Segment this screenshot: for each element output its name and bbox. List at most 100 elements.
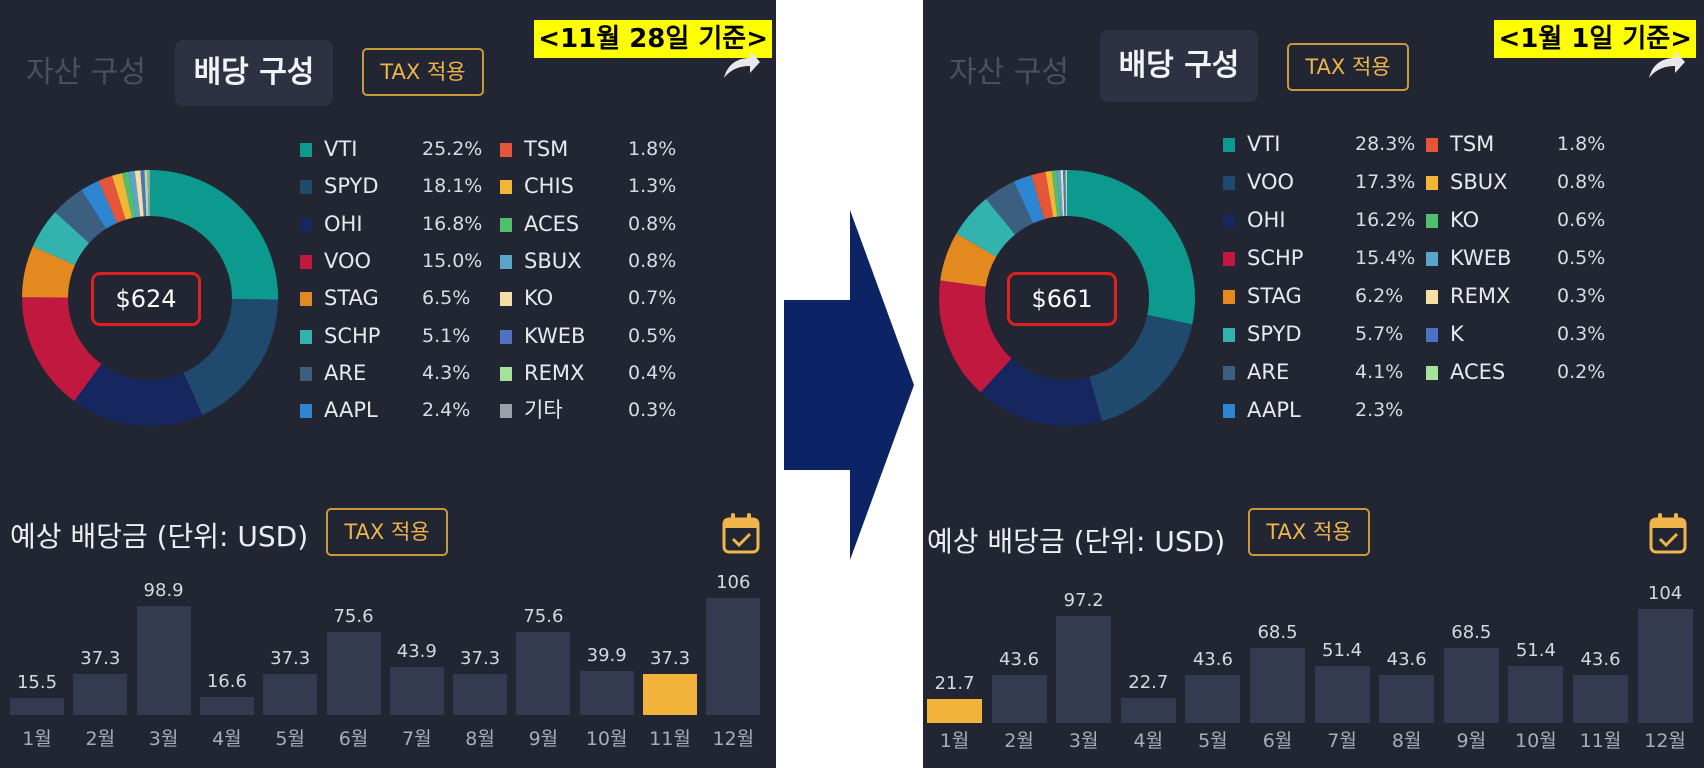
legend-swatch (300, 329, 312, 344)
donut-slice-are (986, 181, 1034, 235)
month-label: 5월 (1198, 730, 1228, 752)
bar-3[interactable] (136, 606, 191, 715)
bar-11[interactable] (1573, 675, 1628, 723)
donut-slice-tsm (98, 175, 126, 223)
bar-value-label: 37.3 (460, 647, 501, 669)
donut-slice-voo (1089, 314, 1193, 422)
bar-value-label: 22.7 (1128, 672, 1169, 694)
legend-swatch (500, 143, 512, 157)
legend-name: KWEB (524, 323, 586, 348)
legend-swatch (1426, 176, 1438, 190)
legend-percent: 0.3% (1557, 285, 1606, 307)
legend-percent: 0.6% (1557, 209, 1606, 231)
legend-name: ARE (1247, 360, 1290, 384)
calendar-icon[interactable] (1649, 512, 1687, 554)
month-label: 9월 (1456, 730, 1487, 752)
legend-percent: 2.4% (422, 399, 471, 422)
legend-name: TSM (524, 137, 569, 161)
legend-swatch (500, 329, 512, 344)
share-icon[interactable] (1643, 48, 1687, 84)
tab-asset-composition[interactable]: 자산 구성 (949, 55, 1069, 90)
tax-apply-button[interactable]: TAX 적용 (362, 48, 484, 96)
share-icon[interactable] (718, 48, 762, 84)
bar-2[interactable] (991, 675, 1047, 723)
donut-slice-vti (150, 170, 278, 300)
legend-percent: 15.4% (1355, 247, 1416, 269)
month-label: 5월 (275, 728, 305, 750)
total-dividend-amount: $661 (1007, 272, 1117, 326)
legend-swatch (300, 217, 312, 232)
legend-name: OHI (1247, 208, 1286, 232)
bar-2[interactable] (73, 673, 128, 715)
bar-12[interactable] (1637, 608, 1693, 723)
bar-7[interactable] (1314, 666, 1370, 723)
legend-swatch (500, 254, 512, 269)
bar-9[interactable] (516, 631, 571, 715)
bar-value-label: 43.6 (1192, 649, 1233, 671)
bar-6[interactable] (326, 631, 381, 715)
bar-1[interactable] (10, 697, 64, 715)
legend-percent: 28.3% (1355, 133, 1416, 155)
donut-slice-kweb (140, 170, 147, 217)
legend-swatch (500, 180, 512, 195)
donut-slice-are (55, 189, 107, 244)
forecast-title: 예상 배당금 (단위: USD) (10, 520, 309, 553)
legend-name: SPYD (324, 174, 379, 199)
bar-9[interactable] (1443, 647, 1499, 723)
donut-slice-voo (22, 297, 102, 402)
arrow-right-icon (784, 210, 914, 560)
donut-slice-chis (111, 173, 133, 220)
legend-name: KO (1450, 208, 1480, 232)
forecast-tax-apply-button[interactable]: TAX 적용 (326, 508, 448, 556)
legend-name: STAG (1247, 284, 1302, 308)
bar-6[interactable] (1250, 647, 1305, 723)
legend-name: K (1450, 322, 1464, 346)
forecast-title: 예상 배당금 (단위: USD) (927, 525, 1226, 558)
bar-1[interactable] (927, 699, 982, 723)
bar-10[interactable] (1508, 666, 1564, 723)
legend-name: SCHP (324, 323, 381, 348)
legend-swatch (1426, 252, 1438, 266)
bar-4[interactable] (1120, 698, 1176, 723)
legend-name: KO (524, 286, 554, 311)
month-label: 2월 (85, 728, 116, 750)
bar-11[interactable] (643, 673, 697, 715)
tab-dividend-composition[interactable]: 배당 구성 (1100, 30, 1258, 102)
tab-asset-composition[interactable]: 자산 구성 (26, 55, 146, 90)
bar-8[interactable] (453, 673, 508, 715)
legend-swatch (500, 404, 512, 419)
tab-dividend-composition[interactable]: 배당 구성 (175, 40, 333, 106)
donut-slice-k (1062, 170, 1066, 217)
bar-3[interactable] (1056, 616, 1112, 723)
legend-name: 기타 (524, 398, 563, 423)
bar-12[interactable] (706, 598, 761, 715)
legend-name: ACES (524, 211, 580, 236)
legend-percent: 0.8% (628, 212, 677, 235)
bar-5[interactable] (263, 673, 318, 715)
donut-slice-spyd (183, 299, 278, 415)
bar-5[interactable] (1185, 675, 1241, 723)
bar-4[interactable] (199, 696, 254, 715)
calendar-icon[interactable] (722, 512, 760, 554)
legend-percent: 0.8% (1557, 171, 1606, 193)
bar-8[interactable] (1379, 675, 1435, 723)
bar-value-label: 43.6 (1386, 649, 1427, 671)
legend-name: VTI (1247, 132, 1281, 156)
legend-percent: 18.1% (422, 175, 483, 198)
dividend-donut-chart (939, 170, 1195, 426)
donut-slice-sbux (128, 170, 141, 218)
bar-7[interactable] (389, 666, 444, 715)
legend-name: SCHP (1247, 246, 1304, 270)
month-label: 9월 (528, 728, 559, 750)
donut-slice-aces (122, 171, 137, 218)
bar-value-label: 68.5 (1257, 621, 1298, 643)
forecast-tax-apply-button[interactable]: TAX 적용 (1248, 508, 1370, 556)
dividend-donut-chart (22, 170, 278, 426)
tax-apply-button[interactable]: TAX 적용 (1287, 43, 1409, 91)
bar-value-label: 37.3 (270, 647, 311, 669)
legend-swatch (1426, 366, 1438, 380)
bar-10[interactable] (579, 671, 634, 715)
month-label: 8월 (465, 728, 495, 750)
legend-percent: 1.3% (628, 175, 677, 198)
donut-slice-remx (144, 170, 149, 217)
